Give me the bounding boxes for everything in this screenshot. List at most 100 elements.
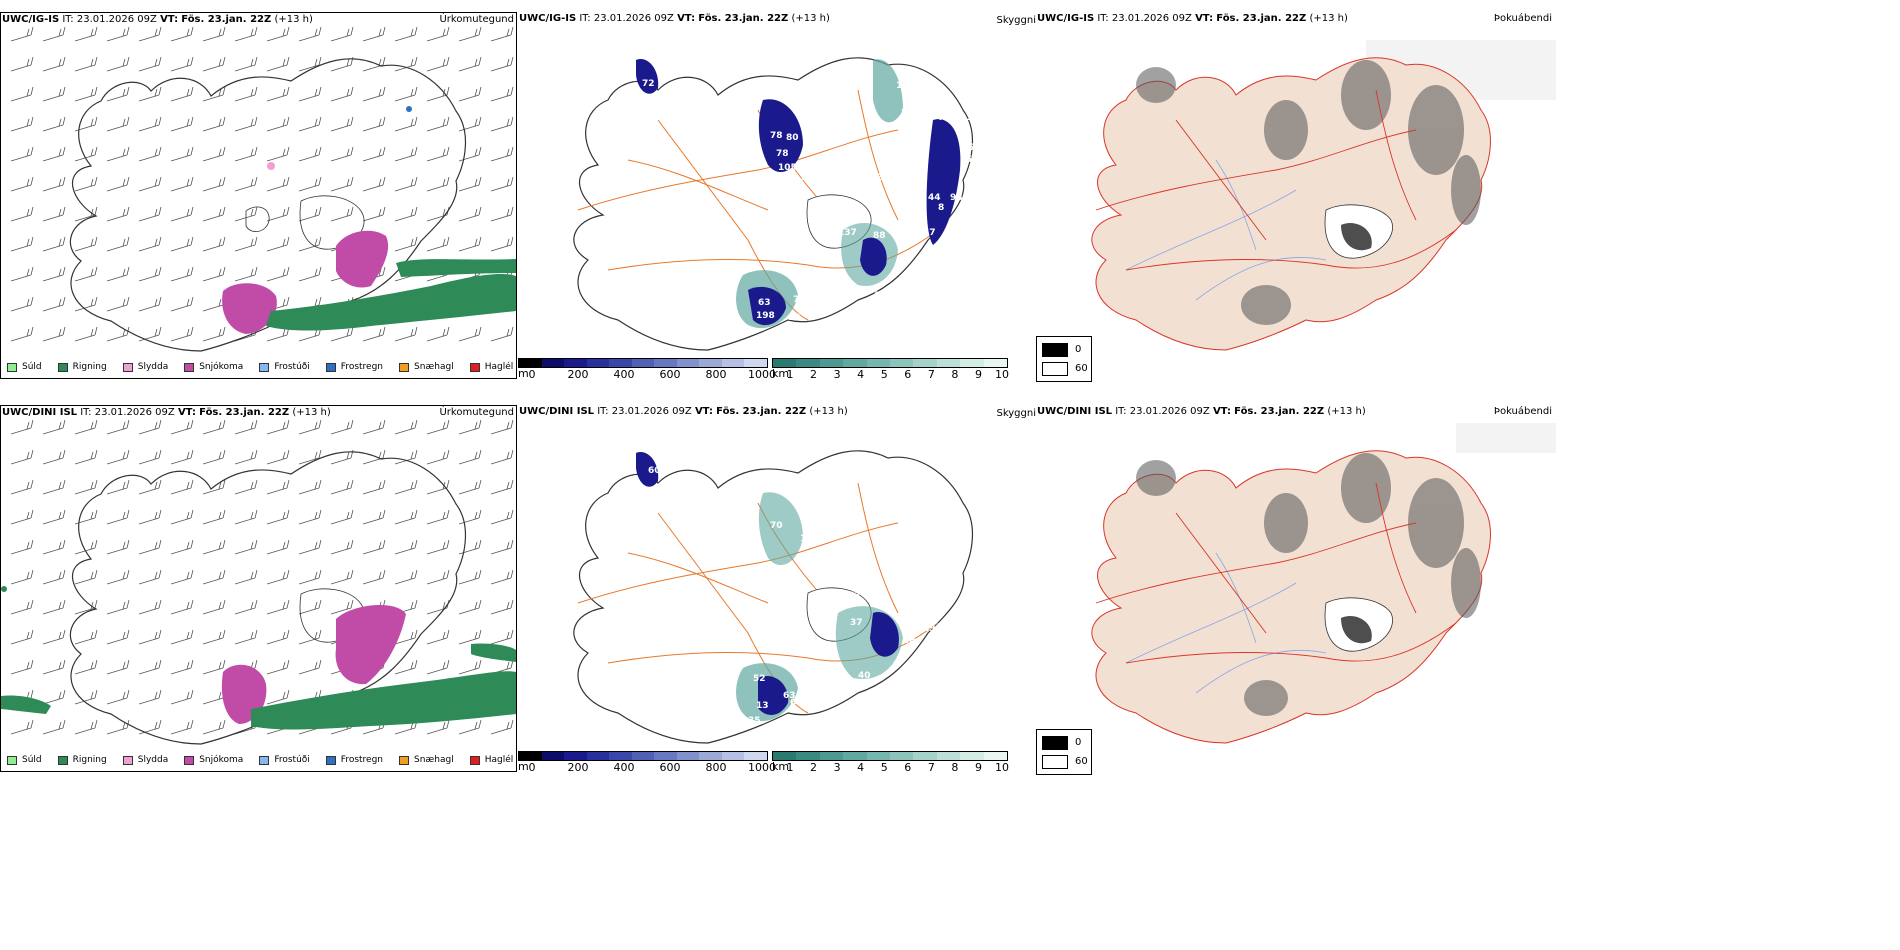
- cloud-base-label: 78: [930, 494, 943, 504]
- panel-header: UWC/DINI ISL IT: 23.01.2026 09Z VT: Fös.…: [1037, 406, 1366, 417]
- wind-barb: [170, 479, 194, 495]
- cloud-base-label: 111: [896, 81, 915, 91]
- wind-barb: [138, 26, 162, 42]
- wind-barb: [170, 419, 194, 435]
- cloud-base-label: 37: [850, 618, 863, 628]
- colorbar-tick-label: 3: [833, 368, 841, 381]
- colorbar-ticks: 0 200 400 600 800 1000: [518, 368, 777, 381]
- wind-barb: [170, 449, 194, 465]
- wind-barb: [10, 659, 34, 675]
- cloud-base-label: 48: [903, 636, 916, 646]
- wind-barb: [138, 659, 162, 675]
- cloud-base-label: 78: [776, 149, 789, 159]
- wind-barb: [490, 26, 514, 42]
- wind-barb: [106, 509, 130, 525]
- cloud-base-label: 13: [808, 554, 821, 564]
- cloud-base-label: 35: [748, 716, 761, 726]
- wind-barb: [106, 206, 130, 222]
- wind-barb: [42, 146, 66, 162]
- legend-swatch: [469, 755, 480, 765]
- colorbar-tick-label: 4: [857, 761, 865, 774]
- cloud-base-label: 98: [950, 193, 963, 203]
- wind-barb: [138, 326, 162, 342]
- sleet-spot: [267, 162, 275, 170]
- visibility-colorbar: km 1 2 3 4 5 6 7 8 9 10: [772, 358, 1009, 381]
- iceland-outline: [573, 57, 974, 351]
- wind-barb: [234, 509, 258, 525]
- legend-swatch: [122, 362, 133, 372]
- wind-barb: [202, 509, 226, 525]
- wind-barb: [106, 236, 130, 252]
- wind-barb: [138, 629, 162, 645]
- wind-barb: [138, 266, 162, 282]
- wind-barb: [234, 569, 258, 585]
- wind-barb: [74, 599, 98, 615]
- fog-legend-label: 0: [1075, 737, 1082, 748]
- wind-barb: [10, 629, 34, 645]
- iceland-land-fog: [1091, 57, 1491, 351]
- cloud-base-label: 61: [790, 698, 803, 708]
- fog-legend-label: 60: [1075, 363, 1088, 374]
- colorbar-tick-label: 8: [951, 761, 959, 774]
- wind-barb: [74, 689, 98, 705]
- wind-barb: [42, 449, 66, 465]
- wind-barb: [298, 539, 322, 555]
- wind-barb: [138, 689, 162, 705]
- wind-barb: [170, 599, 194, 615]
- wind-barb: [202, 539, 226, 555]
- cloud-base-label: 77: [903, 253, 916, 263]
- cloud-base-label: 11: [858, 163, 871, 173]
- wind-barb: [490, 146, 514, 162]
- colorbar-unit: km: [772, 367, 790, 380]
- glacier-outline: [245, 206, 270, 232]
- wind-barb: [74, 176, 98, 192]
- cloud-base-label: 133: [793, 173, 812, 183]
- wind-barb: [10, 539, 34, 555]
- colorbar-tick-label: 200: [567, 761, 589, 774]
- wind-barb: [362, 56, 386, 72]
- colorbar-cell: [913, 752, 937, 760]
- wind-barb: [138, 719, 162, 735]
- wind-barb: [490, 206, 514, 222]
- wind-barb: [10, 86, 34, 102]
- cloud-base-label: 54: [928, 612, 941, 622]
- wind-barb: [170, 569, 194, 585]
- wind-barb: [138, 569, 162, 585]
- fog-legend-swatch: [1042, 362, 1068, 376]
- wind-barb: [202, 479, 226, 495]
- colorbar-cell: [564, 752, 587, 760]
- wind-barb: [394, 539, 418, 555]
- colorbar-cells: [518, 358, 768, 368]
- colorbar-tick-label: 6: [904, 761, 912, 774]
- wind-barb: [138, 296, 162, 312]
- wind-barb: [202, 176, 226, 192]
- colorbar-tick-label: 400: [613, 368, 635, 381]
- wind-barb: [10, 236, 34, 252]
- colorbar-cells: [518, 751, 768, 761]
- wind-barb: [170, 659, 194, 675]
- wind-barb: [170, 539, 194, 555]
- legend-label: Slydda: [137, 755, 169, 765]
- cloud-base-label: 55: [966, 155, 979, 165]
- colorbar-cell: [699, 752, 722, 760]
- wind-barb: [10, 266, 34, 282]
- colorbar-cell: [843, 752, 867, 760]
- wind-barb: [202, 266, 226, 282]
- wind-barb: [458, 569, 482, 585]
- fog-legend-swatch: [1042, 343, 1068, 357]
- wind-barb: [426, 236, 450, 252]
- wind-barb: [266, 116, 290, 132]
- cloud-base-label: 8: [938, 203, 944, 213]
- wind-barb: [138, 206, 162, 222]
- wind-barb: [234, 56, 258, 72]
- colorbar-cell: [631, 359, 655, 367]
- legend-label: Haglél: [484, 362, 514, 372]
- wind-barb: [202, 296, 226, 312]
- wind-barb: [266, 56, 290, 72]
- legend-item: Snjókoma: [184, 755, 243, 765]
- wind-barb: [362, 326, 386, 342]
- wind-barb: [106, 176, 130, 192]
- wind-barb: [138, 419, 162, 435]
- cloud-base-label: 63: [858, 191, 871, 201]
- cloud-base-label: 16: [966, 113, 979, 123]
